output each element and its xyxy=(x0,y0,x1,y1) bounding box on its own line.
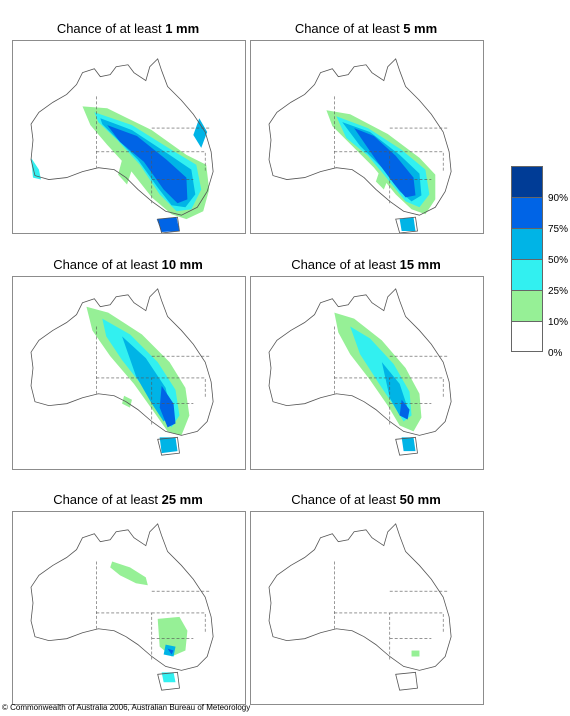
tasmania-outline xyxy=(395,671,418,691)
panel-title-25mm: Chance of at least 25 mm xyxy=(10,492,246,507)
legend-swatch-25 xyxy=(511,259,543,290)
map-panel-15mm xyxy=(250,276,484,470)
legend-swatch-90 xyxy=(511,166,543,197)
tasmania-outline xyxy=(157,216,180,233)
australia-outline xyxy=(30,523,214,671)
map-panel-1mm xyxy=(12,40,246,234)
title-amount: 1 mm xyxy=(165,21,200,36)
panel-title-15mm: Chance of at least 15 mm xyxy=(248,257,484,272)
australia-outline xyxy=(268,58,452,216)
legend-label-75: 75% xyxy=(548,224,569,235)
title-prefix: Chance of at least xyxy=(56,21,166,36)
state-borders xyxy=(96,326,212,426)
map-panel-50mm xyxy=(250,511,484,705)
copyright-notice: © Commonwealth of Australia 2006, Austra… xyxy=(2,703,251,712)
panel-title-5mm: Chance of at least 5 mm xyxy=(248,21,484,36)
australia-outline xyxy=(30,288,214,436)
tasmania-outline xyxy=(395,436,418,456)
title-prefix: Chance of at least xyxy=(291,257,400,272)
state-borders xyxy=(334,96,450,206)
panel-title-10mm: Chance of at least 10 mm xyxy=(10,257,246,272)
title-prefix: Chance of at least xyxy=(53,257,162,272)
state-borders xyxy=(96,96,212,206)
australia-map-15mm xyxy=(268,288,452,456)
legend-swatch-10 xyxy=(511,290,543,321)
panel-title-50mm: Chance of at least 50 mm xyxy=(248,492,484,507)
state-borders xyxy=(334,561,450,661)
title-prefix: Chance of at least xyxy=(53,492,162,507)
australia-outline xyxy=(268,288,452,436)
legend-swatch-50 xyxy=(511,228,543,259)
title-amount: 5 mm xyxy=(403,21,438,36)
rain-probability-shading xyxy=(110,561,188,683)
rain-probability-shading xyxy=(334,312,422,452)
tasmania-outline xyxy=(157,671,180,691)
title-amount: 10 mm xyxy=(161,257,203,272)
legend-label-25: 25% xyxy=(548,286,569,297)
map-panel-5mm xyxy=(250,40,484,234)
legend-swatch-0 xyxy=(511,321,543,352)
probability-legend xyxy=(511,166,543,352)
panel-title-1mm: Chance of at least 1 mm xyxy=(10,21,246,36)
australia-map-10mm xyxy=(30,288,214,456)
title-prefix: Chance of at least xyxy=(291,492,400,507)
legend-swatch-75 xyxy=(511,197,543,228)
rain-probability-shading xyxy=(411,650,420,657)
australia-map-5mm xyxy=(268,58,452,233)
australia-outline xyxy=(30,58,214,216)
australia-map-50mm xyxy=(268,523,452,691)
legend-label-50: 50% xyxy=(548,255,569,266)
australia-outline xyxy=(268,523,452,671)
legend-label-0: 0% xyxy=(548,348,563,359)
australia-map-25mm xyxy=(30,523,214,691)
rain-probability-shading xyxy=(86,306,190,454)
tasmania-outline xyxy=(395,216,418,233)
title-prefix: Chance of at least xyxy=(294,21,404,36)
rain-probability-shading xyxy=(31,106,210,233)
map-panel-10mm xyxy=(12,276,246,470)
state-borders xyxy=(334,326,450,426)
title-amount: 50 mm xyxy=(399,492,441,507)
rain-probability-shading xyxy=(326,110,436,232)
legend-label-90: 90% xyxy=(548,193,569,204)
tasmania-outline xyxy=(157,436,180,456)
map-panel-25mm xyxy=(12,511,246,705)
title-amount: 25 mm xyxy=(161,492,203,507)
legend-label-10: 10% xyxy=(548,317,569,328)
state-borders xyxy=(96,561,212,661)
australia-map-1mm xyxy=(30,58,214,233)
title-amount: 15 mm xyxy=(399,257,441,272)
